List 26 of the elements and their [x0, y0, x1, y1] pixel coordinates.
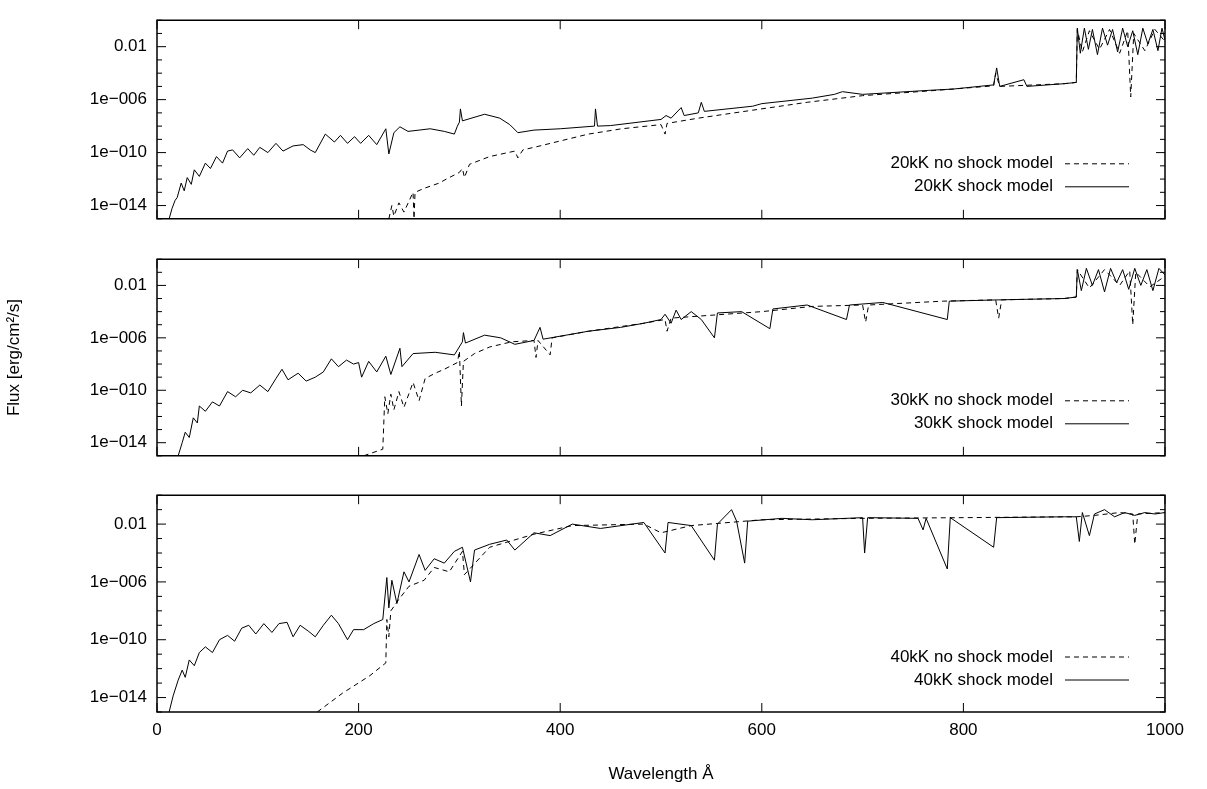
x-tick-label: 1000	[1146, 720, 1184, 740]
y-tick-label: 0.01	[113, 274, 147, 294]
legend-label: 30kK no shock model	[890, 390, 1053, 410]
x-tick-label: 800	[949, 720, 978, 740]
legend-label: 20kK shock model	[914, 176, 1053, 196]
y-tick-label: 0.01	[113, 514, 147, 534]
y-tick-label: 1e−010	[89, 629, 147, 649]
y-tick-label: 1e−006	[89, 89, 147, 109]
y-tick-label: 1e−014	[89, 432, 147, 452]
y-tick-label: 1e−014	[89, 195, 147, 215]
y-tick-label: 1e−010	[89, 379, 147, 399]
y-tick-label: 1e−006	[89, 327, 147, 347]
y-tick-label: 1e−014	[89, 687, 147, 707]
y-tick-label: 0.01	[113, 36, 147, 56]
legend-label: 30kK shock model	[914, 413, 1053, 433]
y-axis-title: Flux [erg/cm²/s]	[3, 298, 23, 416]
x-tick-label: 600	[747, 720, 776, 740]
y-tick-label: 1e−006	[89, 572, 147, 591]
legend-label: 40kK shock model	[914, 670, 1053, 690]
x-axis-title: Wavelength Å	[608, 764, 715, 784]
x-tick-label: 0	[152, 720, 162, 740]
legend-label: 20kK no shock model	[890, 153, 1053, 173]
x-tick-label: 400	[546, 720, 575, 740]
x-tick-label: 200	[344, 720, 373, 740]
y-tick-label: 1e−010	[89, 142, 147, 162]
legend-label: 40kK no shock model	[890, 647, 1053, 667]
